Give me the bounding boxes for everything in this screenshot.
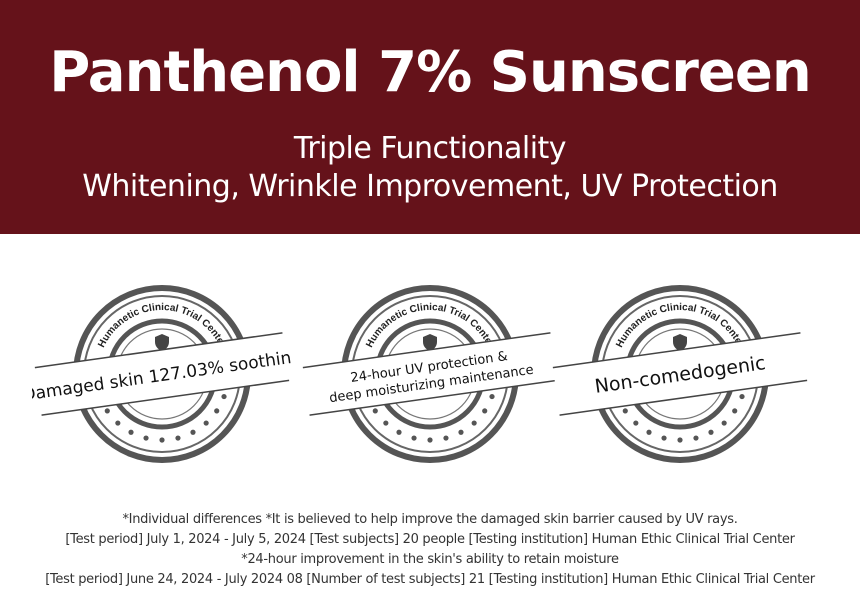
stamp-dot	[190, 429, 196, 435]
stamp-dot	[739, 393, 745, 400]
stamp-dot	[104, 408, 110, 414]
stamp-dot	[458, 429, 464, 435]
shield-icon	[155, 334, 169, 351]
stamp-dot	[159, 437, 165, 443]
footnote-line: [Test period] July 1, 2024 - July 5, 202…	[65, 532, 795, 547]
stamp-dot	[443, 435, 449, 441]
stamp-dot	[128, 429, 134, 435]
stamp-dot	[482, 408, 488, 414]
footnote-line: [Test period] June 24, 2024 - July 2024 …	[45, 572, 815, 587]
stamp-dot	[175, 435, 181, 441]
stamp-dot	[383, 420, 389, 426]
stamp-dot	[633, 420, 639, 426]
stamp-dot	[489, 393, 495, 400]
stamp-dot	[708, 429, 714, 435]
stamp-dot	[203, 420, 209, 426]
stamp-dot	[115, 420, 121, 426]
subtitle-functionality: Triple Functionality	[293, 131, 567, 166]
stamp-dot	[427, 437, 433, 443]
footnote-line: *24-hour improvement in the skin's abili…	[241, 552, 619, 567]
stamp-dot	[372, 408, 378, 414]
stamp-dot	[411, 435, 417, 441]
stamp-dot	[221, 393, 227, 400]
stamp-dot	[646, 429, 652, 435]
page-title: Panthenol 7% Sunscreen	[49, 40, 811, 105]
stamp-dot	[677, 437, 683, 443]
stamp-non-comedogenic: Humanetic Clinical Trial Center Non-come…	[550, 274, 810, 474]
stamp-dot	[143, 435, 149, 441]
stamp-dot	[471, 420, 477, 426]
stamp-dot	[396, 429, 402, 435]
subtitle-benefits: Whitening, Wrinkle Improvement, UV Prote…	[82, 169, 778, 204]
stamp-soothing: Humanetic Clinical Trial Center Damaged …	[21, 274, 303, 474]
stamp-dot	[622, 408, 628, 414]
stamp-dot	[721, 420, 727, 426]
stamp-banner: Non-comedogenic	[552, 332, 808, 416]
footnote-line: *Individual differences *It is believed …	[122, 512, 738, 527]
stamp-dot	[214, 408, 220, 414]
stamp-dot	[693, 435, 699, 441]
shield-icon	[423, 334, 437, 351]
stamp-dot	[661, 435, 667, 441]
stamp-uv-protection: Humanetic Clinical Trial Center 24-hour …	[300, 274, 560, 474]
stamp-dot	[732, 408, 738, 414]
stamps-row: Humanetic Clinical Trial Center Damaged …	[0, 234, 860, 504]
footnotes: *Individual differences *It is believed …	[0, 510, 860, 590]
header-banner: Panthenol 7% Sunscreen Triple Functional…	[0, 0, 860, 234]
shield-icon	[673, 334, 687, 351]
